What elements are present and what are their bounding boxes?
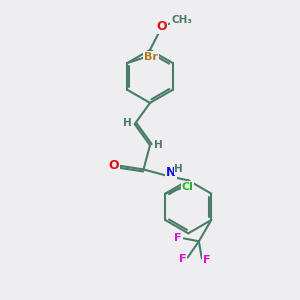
Text: H: H	[175, 164, 183, 174]
Text: F: F	[178, 254, 186, 264]
Text: H: H	[123, 118, 132, 128]
Text: O: O	[109, 159, 119, 172]
Text: N: N	[166, 167, 176, 179]
Text: Br: Br	[144, 52, 158, 62]
Text: F: F	[175, 233, 182, 243]
Text: CH₃: CH₃	[171, 15, 192, 26]
Text: H: H	[154, 140, 162, 150]
Text: O: O	[156, 20, 166, 33]
Text: Cl: Cl	[182, 182, 193, 192]
Text: F: F	[203, 255, 211, 265]
